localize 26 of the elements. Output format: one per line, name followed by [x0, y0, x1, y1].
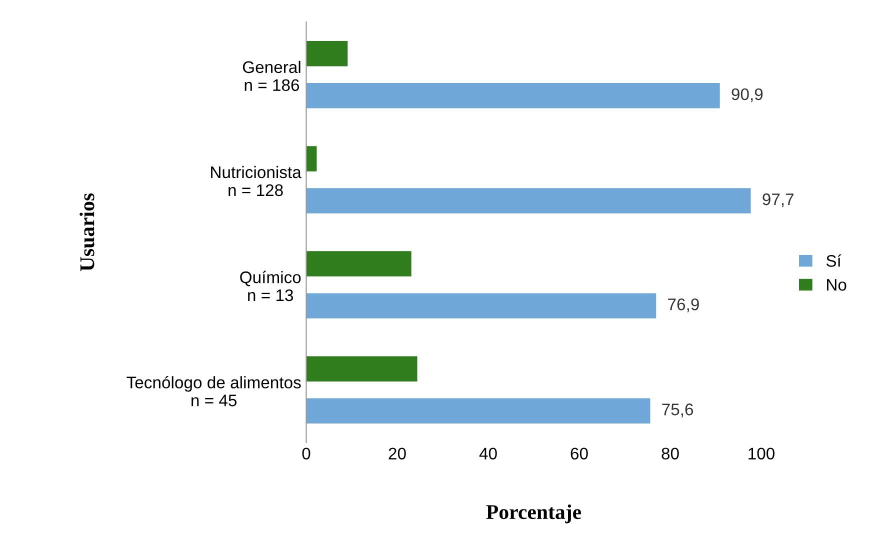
bar — [306, 146, 317, 172]
legend-label: No — [827, 279, 846, 291]
x-tick-label: 20 — [388, 448, 406, 460]
data-label: 90,9 — [732, 88, 763, 102]
x-tick-label: 60 — [570, 448, 588, 460]
y-tick-label: Nutricionista n = 128 — [211, 166, 302, 196]
y-tick-label: Químico n = 13 — [240, 270, 301, 302]
bar — [306, 83, 720, 108]
y-tick-label: Tecnólogo de alimentos n = 45 — [126, 376, 301, 406]
bar — [306, 41, 348, 66]
y-tick-label: General n = 186 — [242, 60, 300, 92]
y-axis-title: Usuarios — [80, 193, 94, 272]
bar — [306, 398, 650, 424]
data-label: 75,6 — [662, 404, 694, 418]
x-tick-label: 100 — [748, 448, 775, 460]
x-tick-label: 0 — [302, 448, 310, 460]
data-label: 76,9 — [668, 298, 699, 312]
bar — [306, 251, 412, 276]
x-tick-label: 40 — [479, 448, 497, 460]
bar — [306, 356, 418, 382]
bar — [306, 293, 656, 318]
bar — [306, 188, 751, 214]
x-tick-label: 80 — [662, 448, 679, 460]
legend-label: Sí — [826, 254, 842, 267]
data-label: 97,7 — [762, 193, 794, 208]
x-axis-title: Porcentaje — [486, 504, 582, 524]
